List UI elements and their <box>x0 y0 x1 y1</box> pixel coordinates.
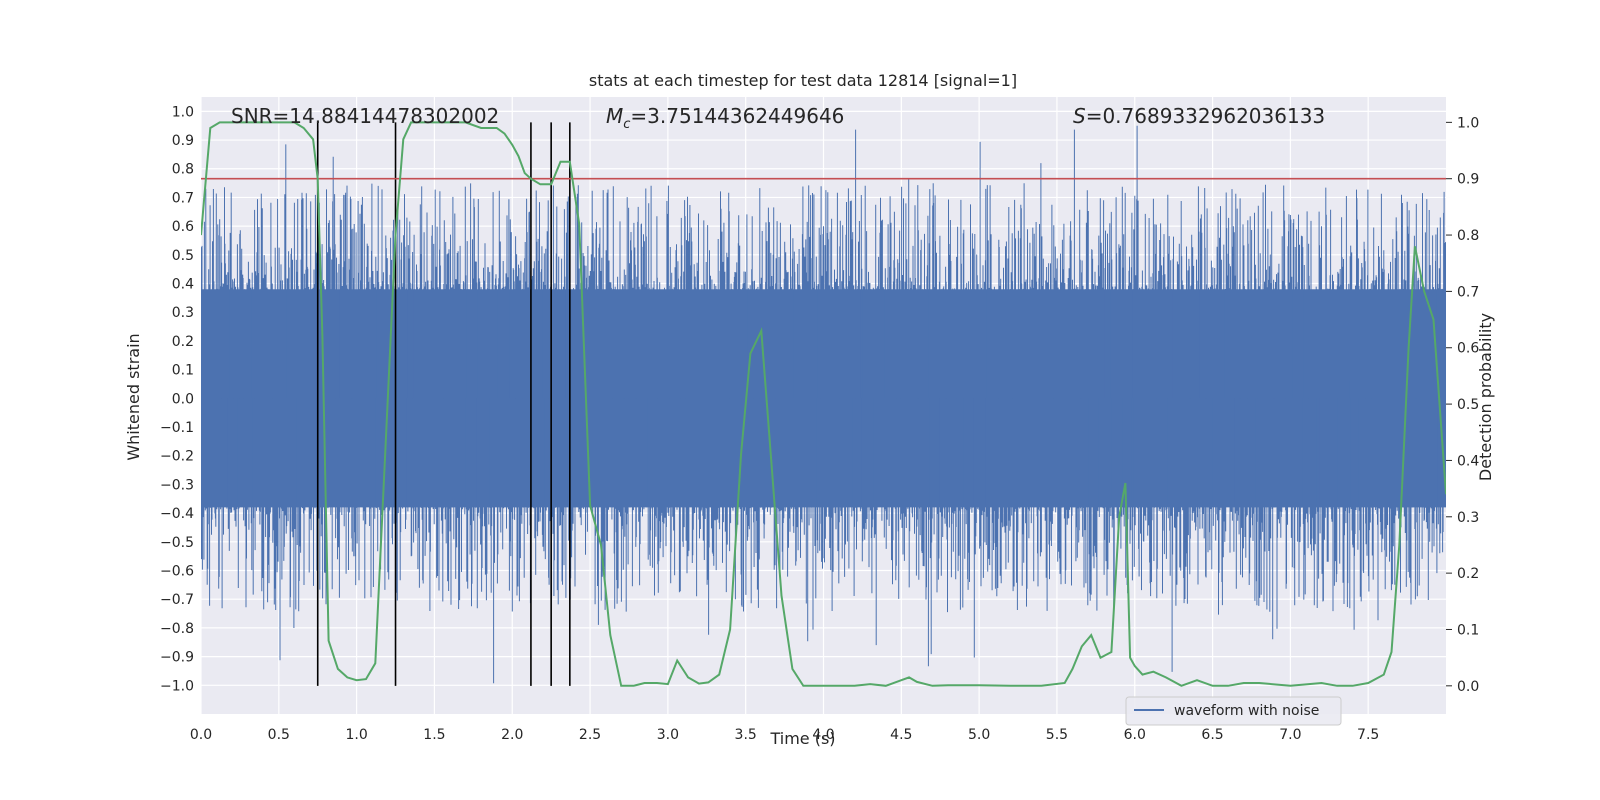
y-right-tick-label: 1.0 <box>1457 115 1479 131</box>
s-value: =0.7689332962036133 <box>1086 104 1325 128</box>
waveform-layer <box>201 125 1446 684</box>
x-tick-label: 0.0 <box>190 727 212 743</box>
y-left-tick-label: −0.4 <box>160 506 194 522</box>
x-tick-label: 6.0 <box>1124 727 1146 743</box>
chart-title: stats at each timestep for test data 128… <box>589 71 1017 90</box>
x-axis: 0.0 0.5 1.0 1.5 2.0 2.5 3.0 3.5 4.0 4.5 5.0 5.5 6.0 6… <box>190 727 1379 743</box>
y-axis-right: 1.0 0.9 0.8 0.7 0.6 0.5 0.4 0.3 0.2 0.1 0.0 <box>1446 115 1479 695</box>
waveform-line <box>201 125 1446 684</box>
s-annotation: S=0.7689332962036133 <box>1073 104 1325 128</box>
y-right-tick-label: 0.1 <box>1457 622 1479 638</box>
x-tick-label: 0.5 <box>268 727 290 743</box>
legend-label-waveform: waveform with noise <box>1174 703 1319 719</box>
y-right-tick-label: 0.5 <box>1457 397 1479 413</box>
y-left-tick-label: 0.6 <box>172 219 194 235</box>
y-right-tick-label: 0.6 <box>1457 341 1479 357</box>
vertical-markers <box>316 122 571 686</box>
y-left-tick-label: −0.9 <box>160 650 194 666</box>
y-left-tick-label: −0.2 <box>160 449 194 465</box>
y-right-tick-label: 0.4 <box>1457 453 1479 469</box>
legend: waveform with noise <box>1125 696 1342 726</box>
y-left-tick-label: −1.0 <box>160 678 194 694</box>
chirp-mass-annotation: Mc=3.75144362449646 <box>606 104 844 132</box>
chirp-mass-value: =3.75144362449646 <box>630 104 844 128</box>
y-left-tick-label: −0.8 <box>160 621 194 637</box>
x-tick-label: 5.0 <box>968 727 990 743</box>
y-axis-left-label: Whitened strain <box>124 333 143 460</box>
x-tick-label: 7.5 <box>1357 727 1379 743</box>
y-left-tick-label: 0.7 <box>172 190 194 206</box>
x-tick-label: 4.5 <box>890 727 912 743</box>
legend-box <box>1125 696 1342 726</box>
detection-probability-line <box>201 121 1446 687</box>
chirp-mass-subscript: c <box>623 117 630 132</box>
y-left-tick-label: 0.2 <box>172 334 194 350</box>
y-left-tick-label: 0.1 <box>172 363 194 379</box>
y-left-tick-label: 0.4 <box>172 277 194 293</box>
y-left-tick-label: 0.9 <box>172 133 194 149</box>
chirp-mass-symbol: M <box>606 104 623 128</box>
y-right-tick-label: 0.0 <box>1457 679 1479 695</box>
x-tick-label: 6.5 <box>1201 727 1223 743</box>
y-left-tick-label: −0.6 <box>160 564 194 580</box>
y-right-tick-label: 0.8 <box>1457 228 1479 244</box>
x-tick-label: 7.0 <box>1279 727 1301 743</box>
y-left-tick-label: 0.5 <box>172 248 194 264</box>
y-right-tick-label: 0.2 <box>1457 566 1479 582</box>
s-symbol: S <box>1073 104 1086 128</box>
snr-annotation: SNR=14.88414478302002 <box>231 104 499 128</box>
x-axis-label: Time (s) <box>769 729 835 748</box>
x-tick-label: 1.0 <box>345 727 367 743</box>
y-right-tick-label: 0.9 <box>1457 172 1479 188</box>
x-tick-label: 4.0 <box>812 727 834 743</box>
x-tick-label: 2.5 <box>579 727 601 743</box>
y-left-tick-label: 0.3 <box>172 305 194 321</box>
x-tick-label: 2.0 <box>501 727 523 743</box>
x-tick-label: 1.5 <box>423 727 445 743</box>
probability-layer <box>201 121 1446 687</box>
x-tick-label: 5.5 <box>1046 727 1068 743</box>
y-left-tick-label: −0.1 <box>160 420 194 436</box>
y-left-tick-label: −0.5 <box>160 535 194 551</box>
x-tick-label: 3.0 <box>657 727 679 743</box>
y-axis-right-label: Detection probability <box>1476 313 1495 481</box>
y-left-tick-label: 0.0 <box>172 391 194 407</box>
y-right-tick-label: 0.7 <box>1457 284 1479 300</box>
y-left-tick-label: 0.8 <box>172 162 194 178</box>
y-left-tick-label: 1.0 <box>172 104 194 120</box>
x-tick-label: 3.5 <box>735 727 757 743</box>
y-left-tick-label: −0.7 <box>160 592 194 608</box>
y-left-tick-label: −0.3 <box>160 477 194 493</box>
y-right-tick-label: 0.3 <box>1457 510 1479 526</box>
y-axis-left: 1.0 0.9 0.8 0.7 0.6 0.5 0.4 0.3 0.2 0.1 0.0 −0.1 −0.… <box>160 104 194 694</box>
